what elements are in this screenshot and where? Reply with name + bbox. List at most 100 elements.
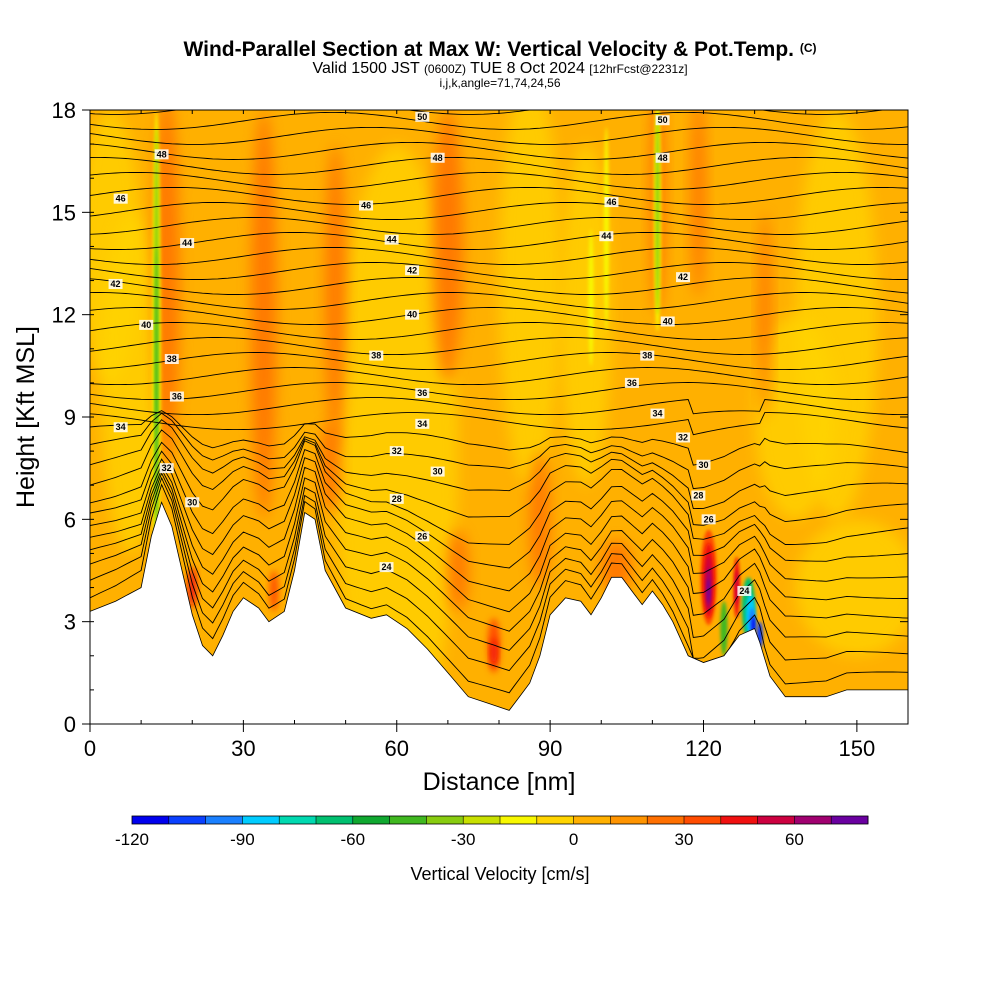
weak-vv-region <box>100 212 162 554</box>
contour-label-bg <box>660 316 675 327</box>
theta-contour <box>90 337 908 356</box>
theta-contour <box>90 141 908 160</box>
colorbar-swatch <box>684 816 722 824</box>
colorbar-swatch <box>463 816 501 824</box>
contour-label: 30 <box>430 466 445 477</box>
contour-label-bg <box>430 152 445 163</box>
contour-label-text: 24 <box>739 586 749 596</box>
contour-label: 44 <box>599 231 614 242</box>
contour-label-bg <box>737 585 752 596</box>
contour-label-bg <box>405 265 420 276</box>
theta-contour <box>90 367 908 386</box>
y-tick-label: 15 <box>52 200 76 225</box>
contour-label: 36 <box>169 391 184 402</box>
contour-label-text: 26 <box>417 531 427 541</box>
contour-label-text: 44 <box>601 231 611 241</box>
chart-title: Wind-Parallel Section at Max W: Vertical… <box>183 38 817 61</box>
strong-updraft-core <box>707 579 710 603</box>
contour-label-bg <box>164 354 179 365</box>
contour-label-bg <box>113 193 128 204</box>
theta-contour <box>90 410 908 466</box>
contour-label-text: 36 <box>172 392 182 402</box>
contour-label: 30 <box>185 497 200 508</box>
contour-label-bg <box>359 200 374 211</box>
theta-contour <box>90 171 908 190</box>
contour-label: 32 <box>159 463 174 474</box>
colorbar-swatch <box>794 816 832 824</box>
contour-label-bg <box>369 350 384 361</box>
contour-label-bg <box>154 149 169 160</box>
x-tick-label: 150 <box>839 736 876 761</box>
contour-label-bg <box>624 377 639 388</box>
contour-label-bg <box>599 231 614 242</box>
downdraft-column <box>588 229 594 366</box>
contour-label: 46 <box>604 197 619 208</box>
updraft-core <box>269 570 279 612</box>
theta-contour <box>90 468 908 632</box>
contour-label-text: 36 <box>627 378 637 388</box>
theta-contour <box>90 307 908 326</box>
colorbar-tick-label: -60 <box>341 830 366 849</box>
contour-label-text: 28 <box>392 494 402 504</box>
contour-label-text: 38 <box>371 351 381 361</box>
theta-contour <box>90 156 908 175</box>
colorbar-swatch <box>132 816 170 824</box>
contour-labels: 50 50 48 48 48 46 46 46 44 44 44 42 42 42 40 40 40 38 38 38… <box>108 111 752 596</box>
updraft-band <box>691 110 706 298</box>
colorbar-swatch <box>426 816 464 824</box>
updraft-band <box>320 423 341 513</box>
y-tick-label: 9 <box>64 405 76 430</box>
x-axis-label: Distance [nm] <box>423 768 576 796</box>
colorbar-swatch <box>500 816 538 824</box>
contour-label: 34 <box>113 422 128 433</box>
theta-contour <box>90 247 908 265</box>
contour-label-bg <box>379 562 394 573</box>
downdraft-column <box>655 110 660 315</box>
contour-label-text: 34 <box>417 419 427 429</box>
theta-contour <box>90 232 908 250</box>
weak-vv-region <box>795 519 908 656</box>
contour-label-text: 48 <box>433 153 443 163</box>
y-tick-label: 3 <box>64 610 76 635</box>
contour-label: 42 <box>108 278 123 289</box>
contour-label-bg <box>405 309 420 320</box>
contour-label: 32 <box>389 446 404 457</box>
colorbar-tick-label: -90 <box>230 830 255 849</box>
contour-label-bg <box>139 319 154 330</box>
strong-downdraft-core <box>720 601 728 656</box>
contour-label-text: 44 <box>387 235 397 245</box>
y-axis-label: Height [Kft MSL] <box>12 326 40 508</box>
contour-label-bg <box>650 408 665 419</box>
updraft-band <box>251 110 277 520</box>
contour-label: 40 <box>405 309 420 320</box>
contour-label: 38 <box>369 350 384 361</box>
contour-label-bg <box>415 418 430 429</box>
contour-label-bg <box>676 432 691 443</box>
contour-label-text: 32 <box>162 463 172 473</box>
contour-label-bg <box>655 152 670 163</box>
contour-label: 36 <box>624 377 639 388</box>
contour-label: 26 <box>701 514 716 525</box>
contour-label: 48 <box>154 149 169 160</box>
contour-label-text: 40 <box>141 320 151 330</box>
contour-label-bg <box>691 490 706 501</box>
contour-label-text: 38 <box>167 354 177 364</box>
theta-contour <box>90 382 908 401</box>
contour-label-bg <box>113 422 128 433</box>
contour-label: 42 <box>676 272 691 283</box>
contour-label-bg <box>384 234 399 245</box>
copyright-mark: (C) <box>799 41 817 55</box>
colorbar-tick-label: -30 <box>451 830 476 849</box>
contour-label-text: 32 <box>678 432 688 442</box>
colorbar-swatch <box>279 816 317 824</box>
theta-contour <box>90 476 908 672</box>
contour-label: 44 <box>384 234 399 245</box>
contour-label: 30 <box>696 459 711 470</box>
theta-contour <box>90 457 908 592</box>
contour-label: 40 <box>139 319 154 330</box>
colorbar-swatch <box>352 816 391 824</box>
contour-label-bg <box>701 514 716 525</box>
contour-label-text: 38 <box>642 351 652 361</box>
contour-label: 32 <box>676 432 691 443</box>
contour-label-bg <box>676 272 691 283</box>
